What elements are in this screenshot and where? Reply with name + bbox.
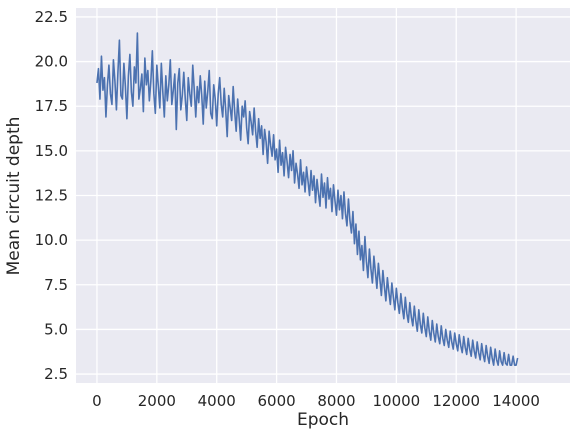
x-tick-label: 12000 <box>432 392 480 410</box>
y-tick-label: 10.0 <box>35 231 68 249</box>
x-tick-label: 8000 <box>317 392 355 410</box>
y-tick-label: 5.0 <box>44 320 68 338</box>
y-tick-label: 22.5 <box>35 8 68 26</box>
x-tick-label: 2000 <box>138 392 176 410</box>
series-line <box>96 32 519 366</box>
y-axis-label: Mean circuit depth <box>4 117 24 276</box>
x-tick-label: 4000 <box>198 392 236 410</box>
x-tick-label: 10000 <box>372 392 420 410</box>
y-tick-label: 12.5 <box>35 187 68 205</box>
series-layer <box>96 32 519 366</box>
x-tick-labels: 0 2000 4000 6000 8000 10000 12000 14000 <box>92 392 540 410</box>
y-tick-label: 15.0 <box>35 142 68 160</box>
y-tick-label: 7.5 <box>44 276 68 294</box>
x-tick-label: 0 <box>92 392 102 410</box>
y-tick-label: 2.5 <box>44 365 68 383</box>
grid-lines <box>76 8 570 383</box>
x-tick-label: 14000 <box>492 392 540 410</box>
x-axis-label: Epoch <box>297 410 349 429</box>
y-tick-label: 17.5 <box>35 97 68 115</box>
x-tick-label: 6000 <box>258 392 296 410</box>
y-tick-labels: 2.5 5.0 7.5 10.0 12.5 15.0 17.5 20.0 22.5 <box>35 8 68 383</box>
y-tick-label: 20.0 <box>35 53 68 71</box>
